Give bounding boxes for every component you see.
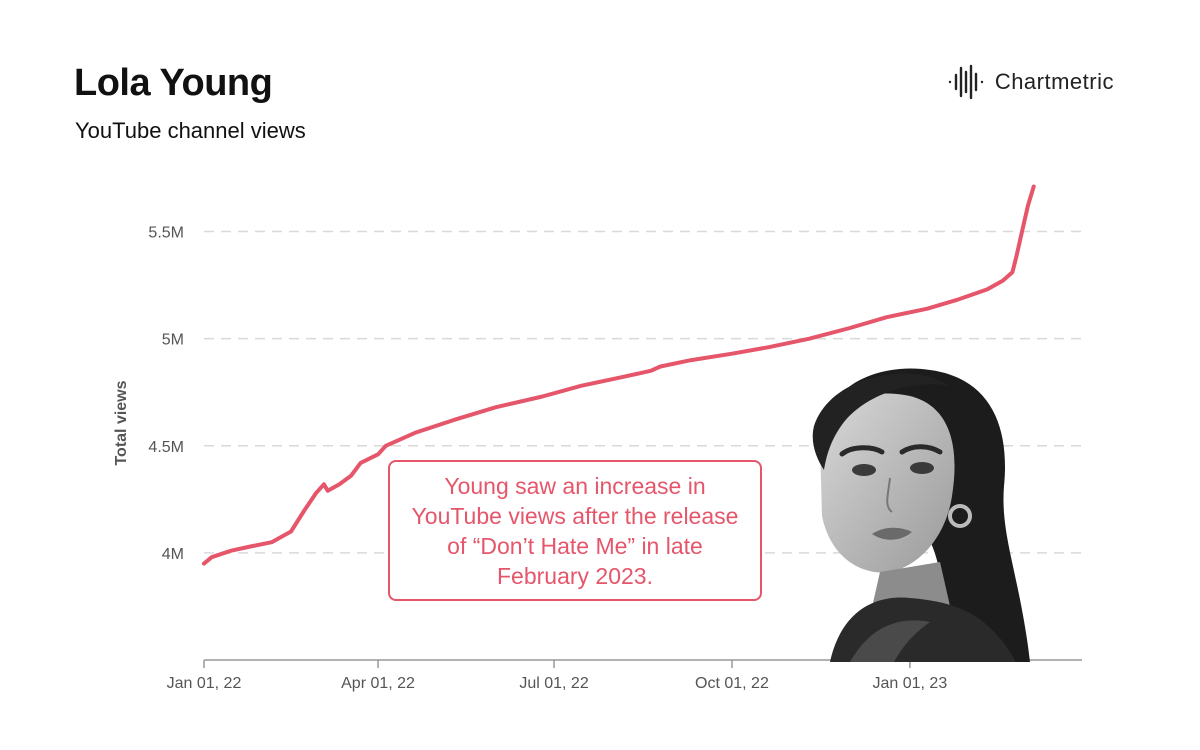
- y-tick-label: 4M: [162, 546, 184, 563]
- series-layer: [202, 184, 1036, 566]
- y-axis-label: Total views: [113, 380, 130, 465]
- x-tick-label: Apr 01, 22: [341, 675, 415, 692]
- artist-portrait: [790, 366, 1050, 662]
- y-tick-label: 5M: [162, 332, 184, 349]
- x-tick-label: Oct 01, 22: [695, 675, 769, 692]
- y-tick-label: 5.5M: [148, 225, 184, 242]
- brand-name: Chartmetric: [994, 69, 1114, 94]
- y-axis-ticks: 4M 4.5M 5M 5.5M: [148, 225, 184, 563]
- brand-logo: Chartmetric: [947, 62, 1114, 102]
- waveform-logo-icon: [948, 64, 984, 100]
- y-tick-label: 4.5M: [148, 439, 184, 456]
- x-tick-label: Jul 01, 22: [519, 675, 588, 692]
- series-line: [202, 184, 1036, 566]
- chart-subtitle: YouTube channel views: [75, 118, 306, 143]
- x-tick-label: Jan 01, 23: [873, 675, 948, 692]
- x-axis: Jan 01, 22 Apr 01, 22 Jul 01, 22 Oct 01, 22…: [167, 659, 1082, 692]
- x-tick-label: Jan 01, 22: [167, 675, 242, 692]
- annotation-callout: Young saw an increase in YouTube views a…: [388, 460, 762, 601]
- chart-title: Lola Young: [74, 62, 273, 104]
- artist-portrait-icon: [812, 368, 1030, 662]
